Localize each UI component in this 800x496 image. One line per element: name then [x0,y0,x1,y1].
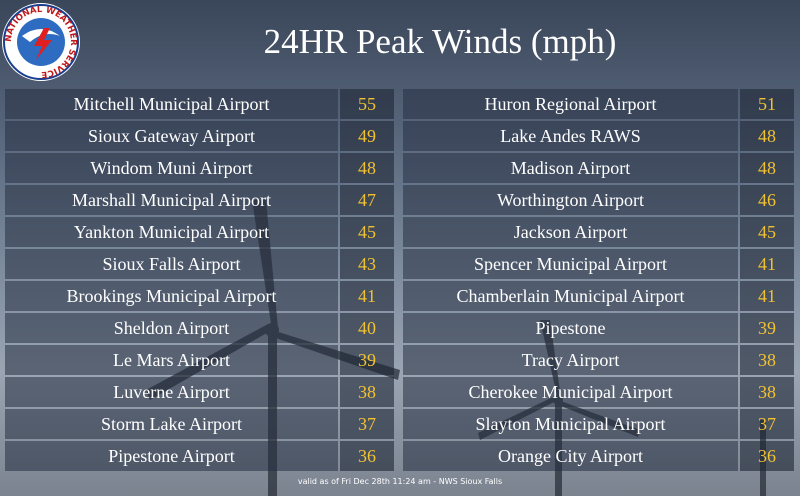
peak-wind: 39 [340,345,394,375]
station-name: Slayton Municipal Airport [403,409,738,439]
station-name: Storm Lake Airport [5,409,338,439]
peak-wind: 38 [740,345,794,375]
station-name: Mitchell Municipal Airport [5,89,338,119]
station-name: Tracy Airport [403,345,738,375]
peak-wind: 49 [340,121,394,151]
station-name: Yankton Municipal Airport [5,217,338,247]
peak-wind: 40 [340,313,394,343]
station-name: Sheldon Airport [5,313,338,343]
peak-wind: 48 [740,121,794,151]
peak-wind: 51 [740,89,794,119]
station-name: Le Mars Airport [5,345,338,375]
peak-wind: 37 [740,409,794,439]
peak-wind: 38 [740,377,794,407]
peak-wind: 41 [740,249,794,279]
peak-wind: 41 [740,281,794,311]
title: 24HR Peak Winds (mph) [263,22,617,61]
peak-wind: 45 [340,217,394,247]
station-name: Pipestone [403,313,738,343]
peak-wind: 36 [740,441,794,471]
station-name: Windom Muni Airport [5,153,338,183]
peak-wind: 45 [740,217,794,247]
station-name: Lake Andes RAWS [403,121,738,151]
station-name: Worthington Airport [403,185,738,215]
peak-wind: 46 [740,185,794,215]
peak-wind: 48 [340,153,394,183]
peak-wind: 55 [340,89,394,119]
station-name: Marshall Municipal Airport [5,185,338,215]
station-name: Madison Airport [403,153,738,183]
nws-logo: NATIONAL WEATHER SERVICE [2,3,80,81]
peak-wind: 36 [340,441,394,471]
station-name: Huron Regional Airport [403,89,738,119]
station-name: Pipestone Airport [5,441,338,471]
station-name: Spencer Municipal Airport [403,249,738,279]
station-name: Jackson Airport [403,217,738,247]
station-name: Sioux Gateway Airport [5,121,338,151]
peak-wind: 47 [340,185,394,215]
station-name: Luverne Airport [5,377,338,407]
station-name: Chamberlain Municipal Airport [403,281,738,311]
peak-wind: 43 [340,249,394,279]
peak-wind: 37 [340,409,394,439]
station-name: Cherokee Municipal Airport [403,377,738,407]
station-name: Orange City Airport [403,441,738,471]
station-name: Brookings Municipal Airport [5,281,338,311]
peak-wind: 41 [340,281,394,311]
peak-wind: 48 [740,153,794,183]
footer: valid as of Fri Dec 28th 11:24 am - NWS … [297,477,503,486]
peak-wind: 38 [340,377,394,407]
station-name: Sioux Falls Airport [5,249,338,279]
peak-wind: 39 [740,313,794,343]
